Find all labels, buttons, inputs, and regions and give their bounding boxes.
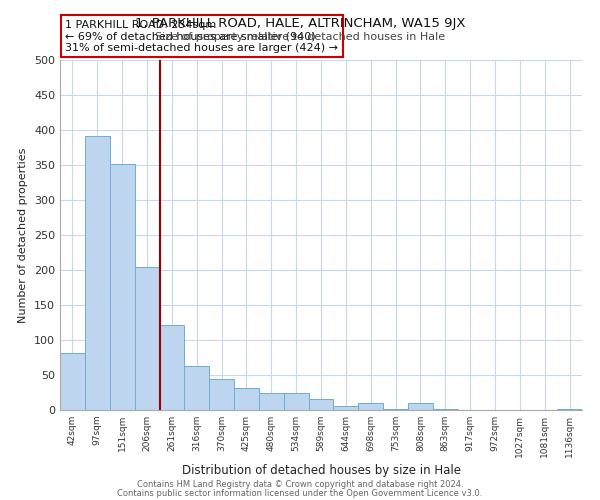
Bar <box>184 366 209 410</box>
Bar <box>408 403 433 410</box>
Text: 1 PARKHILL ROAD: 234sqm
← 69% of detached houses are smaller (940)
31% of semi-d: 1 PARKHILL ROAD: 234sqm ← 69% of detache… <box>65 20 338 53</box>
Bar <box>358 403 383 410</box>
Text: Contains public sector information licensed under the Open Government Licence v3: Contains public sector information licen… <box>118 488 482 498</box>
Bar <box>284 392 308 410</box>
Bar <box>134 267 160 410</box>
Bar <box>85 136 110 410</box>
Bar <box>308 399 334 410</box>
Bar <box>110 164 134 410</box>
Y-axis label: Number of detached properties: Number of detached properties <box>19 148 28 322</box>
Bar <box>234 388 259 410</box>
Bar <box>209 378 234 410</box>
Text: Size of property relative to detached houses in Hale: Size of property relative to detached ho… <box>155 32 445 42</box>
Bar <box>60 352 85 410</box>
Bar <box>160 324 184 410</box>
Bar <box>334 406 358 410</box>
X-axis label: Distribution of detached houses by size in Hale: Distribution of detached houses by size … <box>182 464 461 477</box>
Text: 1, PARKHILL ROAD, HALE, ALTRINCHAM, WA15 9JX: 1, PARKHILL ROAD, HALE, ALTRINCHAM, WA15… <box>135 18 465 30</box>
Text: Contains HM Land Registry data © Crown copyright and database right 2024.: Contains HM Land Registry data © Crown c… <box>137 480 463 489</box>
Bar <box>259 393 284 410</box>
